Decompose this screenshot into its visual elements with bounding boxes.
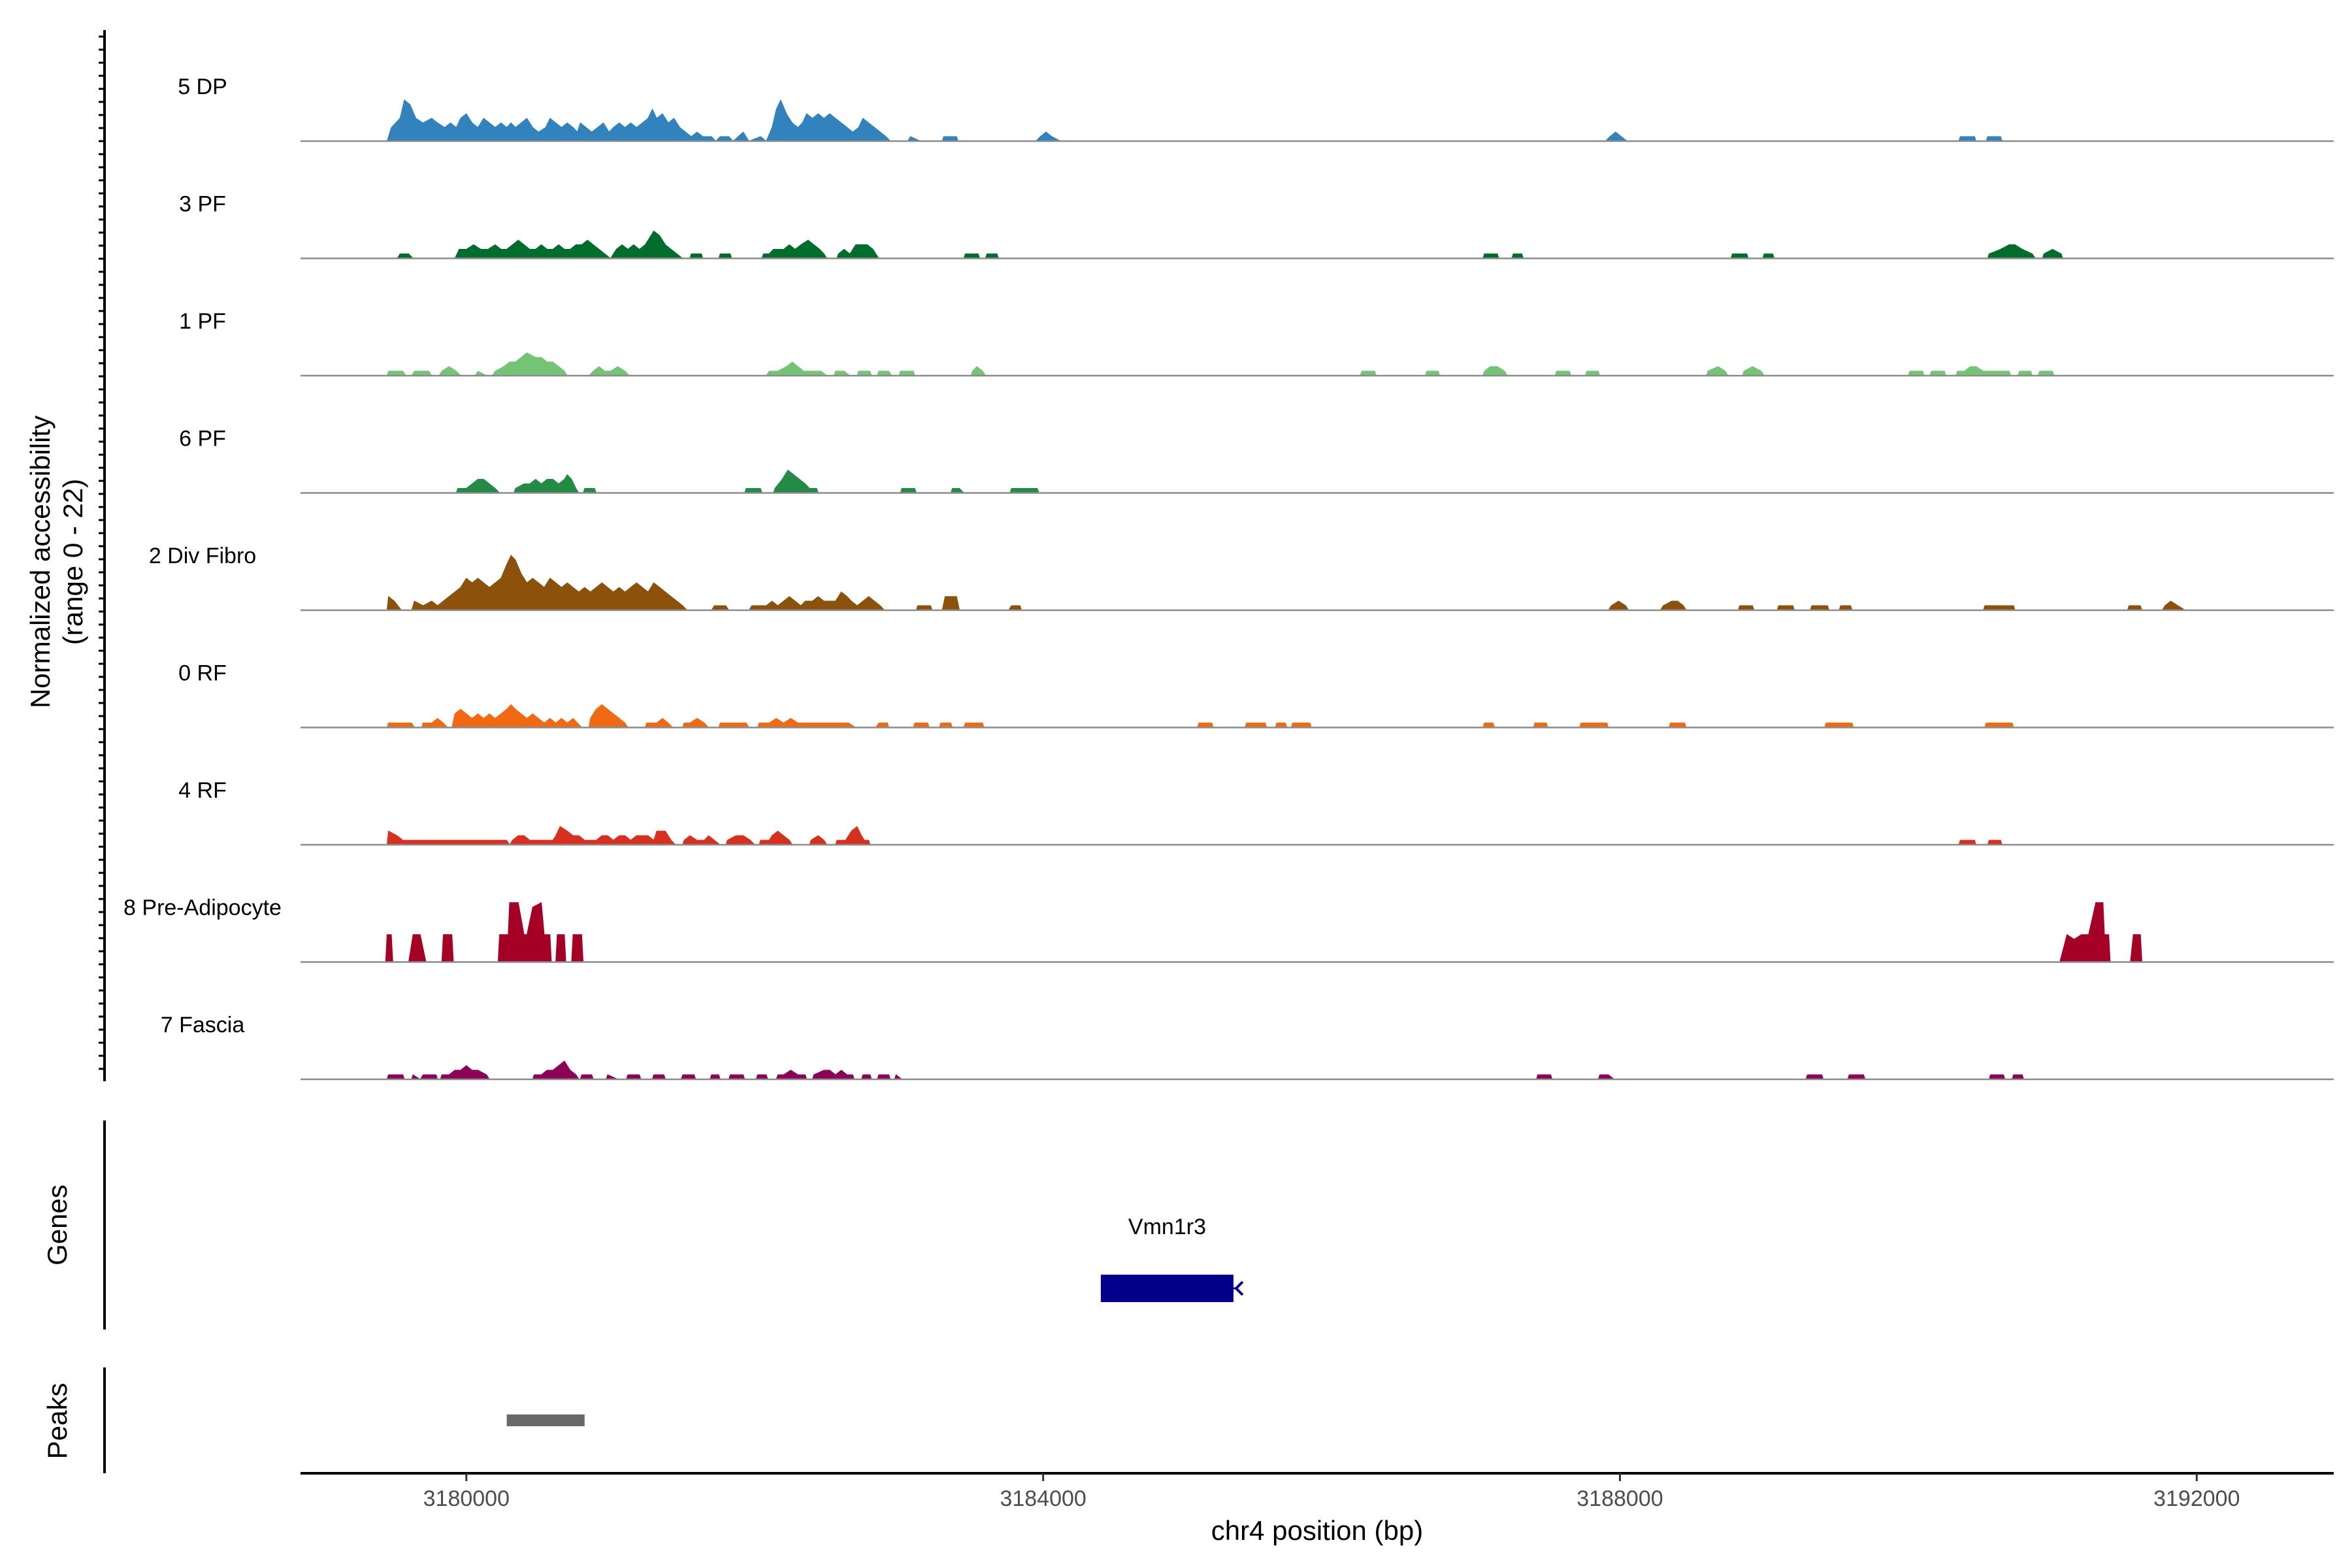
peaks-panel-title: Peaks (42, 1383, 73, 1460)
track-label: 3 PF (179, 192, 226, 217)
peak-bar (507, 1414, 585, 1426)
track-label: 8 Pre-Adipocyte (123, 896, 282, 921)
x-tick-label: 3192000 (2153, 1486, 2240, 1511)
x-tick-label: 3188000 (1576, 1486, 1663, 1511)
genes-panel-title: Genes (42, 1184, 73, 1266)
x-tick-label: 3180000 (423, 1486, 510, 1511)
track-label: 1 PF (179, 309, 226, 334)
y-axis-range: (range 0 - 22) (57, 479, 88, 645)
gene-label: Vmn1r3 (1128, 1215, 1206, 1239)
x-axis-title: chr4 position (bp) (1211, 1515, 1424, 1546)
track-label: 6 PF (179, 427, 226, 451)
track-label: 4 RF (178, 778, 227, 803)
track-label: 0 RF (178, 661, 227, 686)
peak-regions (507, 1414, 585, 1426)
track-label: 7 Fascia (161, 1013, 245, 1037)
track-label: 2 Div Fibro (149, 544, 256, 568)
y-axis-title: Normalized accessibility (25, 416, 56, 708)
x-tick-label: 3184000 (1000, 1486, 1086, 1511)
track-label: 5 DP (178, 74, 227, 99)
